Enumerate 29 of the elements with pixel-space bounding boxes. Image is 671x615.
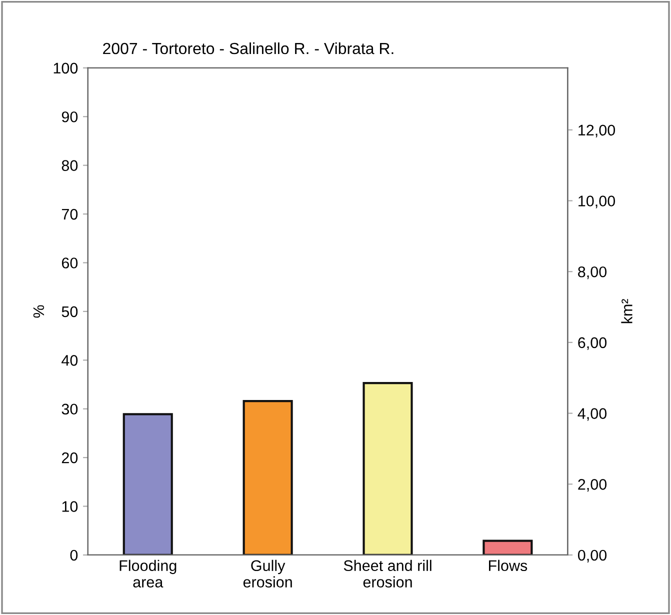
y-tick-label: 40 (62, 355, 78, 366)
y-tick-label: 50 (62, 306, 78, 318)
y-tick-label: 90 (62, 111, 78, 122)
y2-tick-label: 0,00 (578, 550, 607, 562)
y-tick-label: 30 (62, 404, 78, 415)
y2-tick-label: 10,00 (578, 196, 616, 208)
y2-tick-label: 8,00 (578, 266, 607, 280)
y-tick-label: 60 (62, 258, 78, 268)
y2-tick-label: 4,00 (578, 408, 607, 421)
bar (362, 382, 413, 555)
y-tick-label: 10 (62, 501, 78, 512)
x-tick-label: Flows (489, 560, 528, 572)
y-tick-label: 70 (62, 208, 78, 220)
bar (122, 413, 173, 555)
bar (242, 400, 293, 555)
y-tick-label: 20 (62, 452, 78, 464)
y2-axis-title: km² (621, 299, 632, 324)
chart-title: 2007 - Tortoreto - Salinello R. - Vibrata R. (103, 42, 394, 54)
y2-tick-label: 12,00 (578, 124, 616, 138)
y-tick-label: 80 (62, 160, 78, 171)
y-tick-label: 100 (54, 62, 78, 74)
y2-tick-label: 2,00 (578, 478, 607, 492)
x-tick-label: Flooding area (120, 560, 176, 588)
y-tick-label: 0 (70, 550, 78, 561)
bar (482, 540, 533, 555)
y2-tick-label: 6,00 (578, 337, 607, 350)
x-tick-label: Sheet and rill erosion (344, 560, 432, 588)
x-tick-label: Gully erosion (243, 560, 292, 588)
y-axis-title: % (33, 305, 44, 318)
